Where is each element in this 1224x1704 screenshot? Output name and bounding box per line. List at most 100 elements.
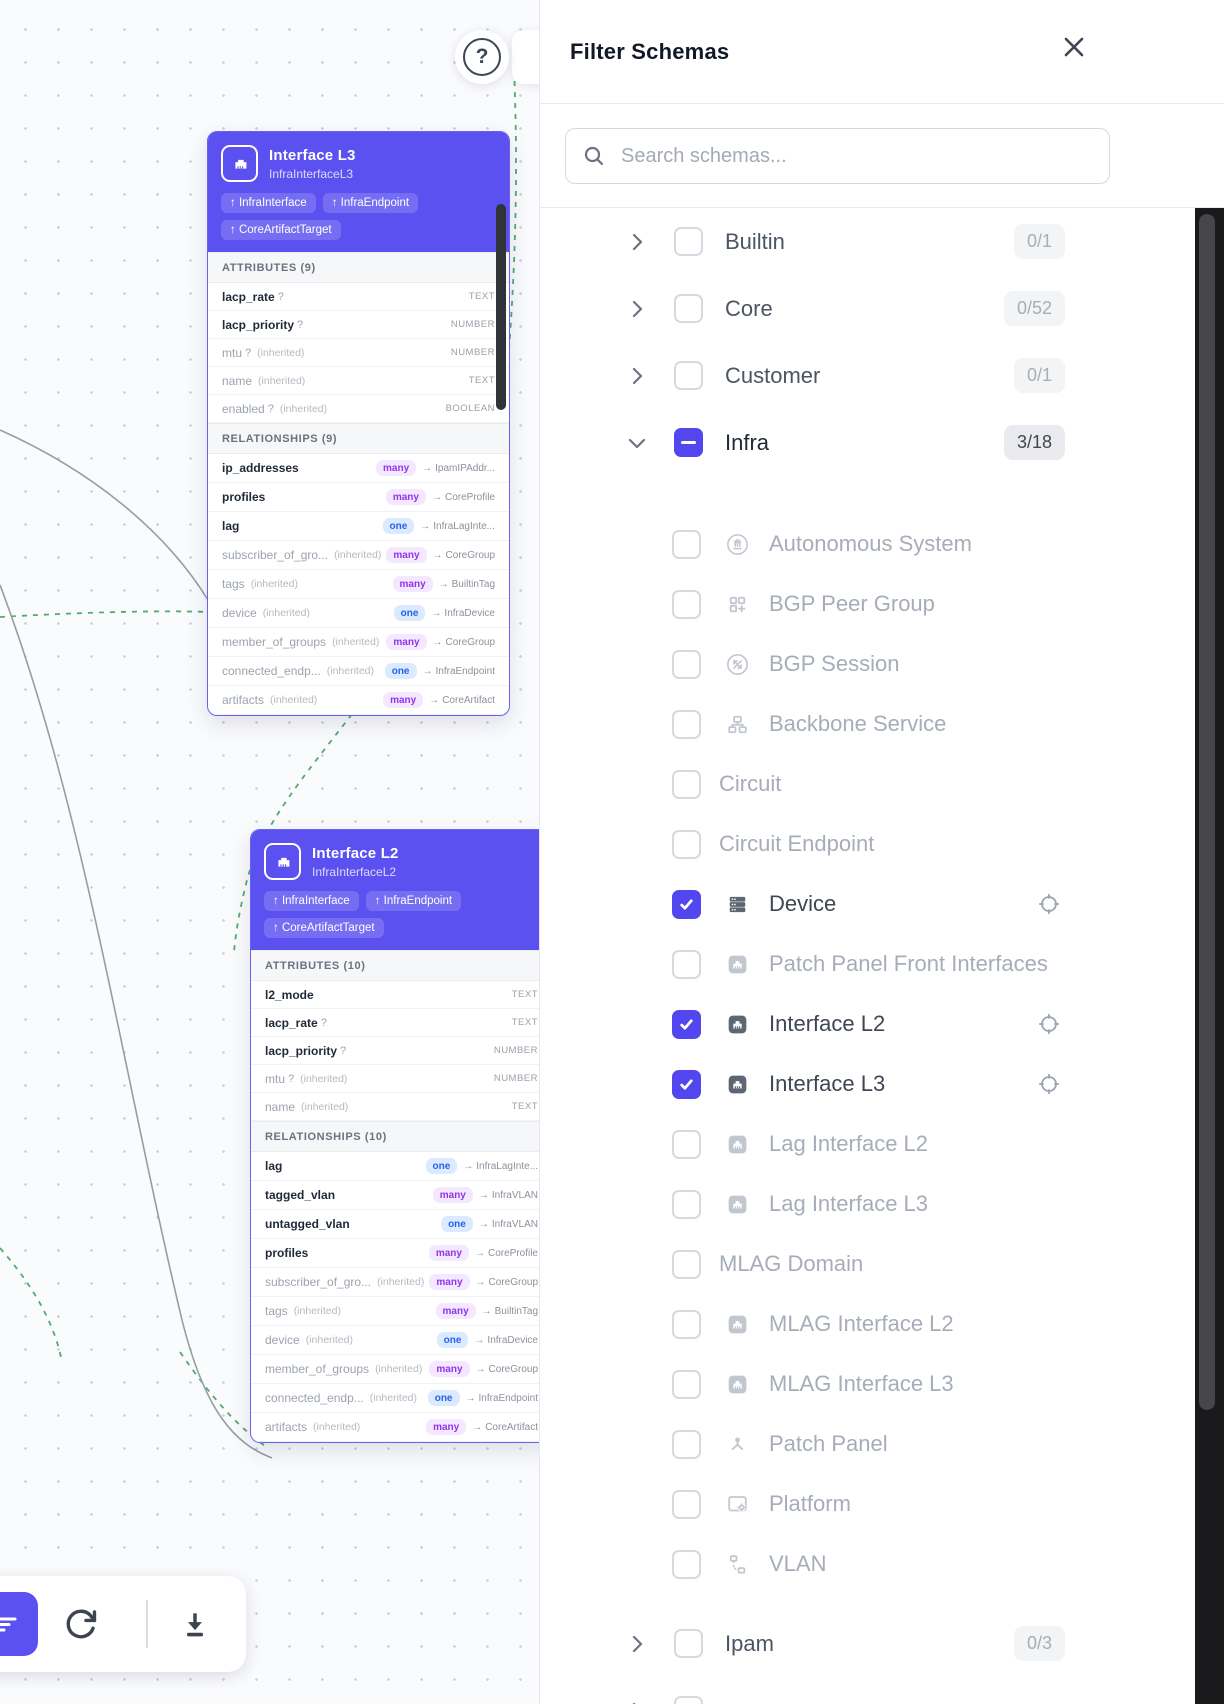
schema-tree: Builtin 0/1 (540, 208, 1224, 1704)
item-checkbox[interactable] (672, 1429, 701, 1459)
refresh-button[interactable] (63, 1606, 99, 1642)
schema-item-row[interactable]: BGP Session (540, 634, 1224, 694)
schema-item-row[interactable]: Interface L2 (540, 994, 1224, 1054)
inherited-label: (inherited) (301, 1100, 349, 1113)
filter-button[interactable] (0, 1592, 38, 1656)
item-checkbox[interactable] (672, 1309, 701, 1339)
schema-item-row[interactable]: Autonomous System (540, 514, 1224, 574)
schema-item-row[interactable]: Backbone Service (540, 694, 1224, 754)
item-checkbox[interactable] (672, 589, 701, 619)
schema-type-icon (724, 531, 751, 558)
search-input[interactable] (619, 143, 1093, 169)
schema-item-label: BGP Peer Group (769, 591, 935, 616)
card-title: Interface L2 (312, 844, 399, 862)
schema-item-label: Patch Panel Front Interfaces (769, 951, 1048, 976)
group-checkbox[interactable] (674, 227, 703, 256)
schema-group: Infra 3/18 (540, 409, 1224, 1594)
schema-item-row[interactable]: Platform (540, 1474, 1224, 1534)
schema-item-row[interactable]: Lag Interface L3 (540, 1174, 1224, 1234)
item-checkbox[interactable] (672, 1549, 701, 1579)
schema-group-row[interactable]: Infra 3/18 (540, 409, 1224, 476)
inherited-label: (inherited) (334, 549, 382, 561)
panel-scrollbar[interactable] (1195, 208, 1224, 1704)
schema-item-row[interactable]: BGP Peer Group (540, 574, 1224, 634)
schema-item-row[interactable]: Patch Panel (540, 1414, 1224, 1474)
item-checkbox[interactable] (672, 1069, 701, 1099)
group-checkbox[interactable] (674, 1696, 703, 1704)
group-label: Customer (725, 362, 821, 388)
cardinality-badge: many (432, 1187, 473, 1203)
item-checkbox[interactable] (672, 649, 701, 679)
item-checkbox[interactable] (672, 949, 701, 979)
item-checkbox[interactable] (672, 709, 701, 739)
item-checkbox[interactable] (672, 1189, 701, 1219)
schema-node-card[interactable]: Interface L2 InfraInterfaceL2 ↑ InfraInt… (250, 829, 539, 1443)
filter-schemas-panel: Filter Schemas (540, 0, 1224, 1704)
arrow-icon: → (431, 491, 442, 503)
schema-item-row[interactable]: MLAG Domain (540, 1234, 1224, 1294)
optional-marker: ? (277, 290, 284, 303)
schema-item-row[interactable]: Patch Panel Front Interfaces (540, 934, 1224, 994)
close-icon[interactable] (1059, 32, 1089, 62)
schema-group-row[interactable]: Ipam 0/3 (540, 1610, 1224, 1677)
download-button[interactable] (177, 1606, 213, 1642)
schema-item-row[interactable]: MLAG Interface L2 (540, 1294, 1224, 1354)
card-scrollbar-thumb[interactable] (496, 204, 506, 410)
schema-node-card[interactable]: Interface L3 InfraInterfaceL3 ↑ InfraInt… (207, 131, 510, 716)
schema-item-row[interactable]: VLAN (540, 1534, 1224, 1594)
attribute-type: TEXT (511, 989, 538, 1000)
item-checkbox[interactable] (672, 769, 701, 799)
panel-title: Filter Schemas (570, 38, 730, 64)
item-checkbox[interactable] (672, 1369, 701, 1399)
schema-item-row[interactable]: Circuit Endpoint (540, 814, 1224, 874)
attribute-name: lacp_rate (222, 289, 275, 304)
group-checkbox[interactable] (674, 428, 703, 457)
schema-item-label: MLAG Interface L2 (769, 1311, 954, 1336)
schema-group-row[interactable]: Builtin 0/1 (540, 208, 1224, 275)
item-checkbox[interactable] (672, 529, 701, 559)
item-checkbox[interactable] (672, 1489, 701, 1519)
attribute-type: NUMBER (493, 1045, 538, 1056)
attribute-row: lacp_rate ? TEXT (251, 1009, 539, 1037)
relationship-name: tags (265, 1304, 288, 1318)
group-checkbox[interactable] (674, 294, 703, 323)
chevron-icon[interactable] (624, 363, 650, 389)
chevron-icon[interactable] (624, 1631, 650, 1657)
attribute-type: TEXT (511, 1101, 538, 1112)
relationship-row: member_of_groups (inherited) many → Core… (208, 628, 509, 657)
inherited-label: (inherited) (262, 607, 310, 619)
cardinality-badge: many (383, 692, 424, 708)
schema-item-row[interactable]: Lag Interface L2 (540, 1114, 1224, 1174)
help-button[interactable]: ? (455, 30, 509, 84)
locate-crosshair-icon[interactable] (1036, 1071, 1062, 1097)
schema-item-row[interactable]: MLAG Interface L3 (540, 1354, 1224, 1414)
inherited-label: (inherited) (300, 1072, 348, 1085)
schema-group-row[interactable] (540, 1677, 1224, 1704)
chevron-icon[interactable] (624, 229, 650, 255)
locate-crosshair-icon[interactable] (1036, 891, 1062, 917)
diagram-canvas[interactable]: ? Interfac (0, 0, 540, 1704)
chevron-icon[interactable] (624, 430, 650, 456)
schema-item-row[interactable]: Interface L3 (540, 1054, 1224, 1114)
group-checkbox[interactable] (674, 1629, 703, 1658)
item-checkbox[interactable] (672, 1249, 701, 1279)
schema-item-row[interactable]: Device (540, 874, 1224, 934)
item-checkbox[interactable] (672, 1129, 701, 1159)
relationship-name: connected_endp... (222, 664, 321, 678)
locate-crosshair-icon[interactable] (1036, 1011, 1062, 1037)
search-box[interactable] (565, 128, 1110, 184)
schema-item-row[interactable]: Circuit (540, 754, 1224, 814)
item-checkbox[interactable] (672, 1009, 701, 1039)
relationship-target: → CoreArtifact (472, 1421, 538, 1433)
cardinality-badge: one (384, 663, 417, 679)
schema-item-label: Backbone Service (769, 711, 947, 736)
panel-scrollbar-thumb[interactable] (1199, 214, 1215, 1410)
schema-group-row[interactable]: Core 0/52 (540, 275, 1224, 342)
chevron-icon[interactable] (624, 1698, 650, 1704)
group-checkbox[interactable] (674, 361, 703, 390)
schema-group-row[interactable]: Customer 0/1 (540, 342, 1224, 409)
chevron-icon[interactable] (624, 296, 650, 322)
item-checkbox[interactable] (672, 829, 701, 859)
item-checkbox[interactable] (672, 889, 701, 919)
schema-type-icon (724, 651, 751, 678)
